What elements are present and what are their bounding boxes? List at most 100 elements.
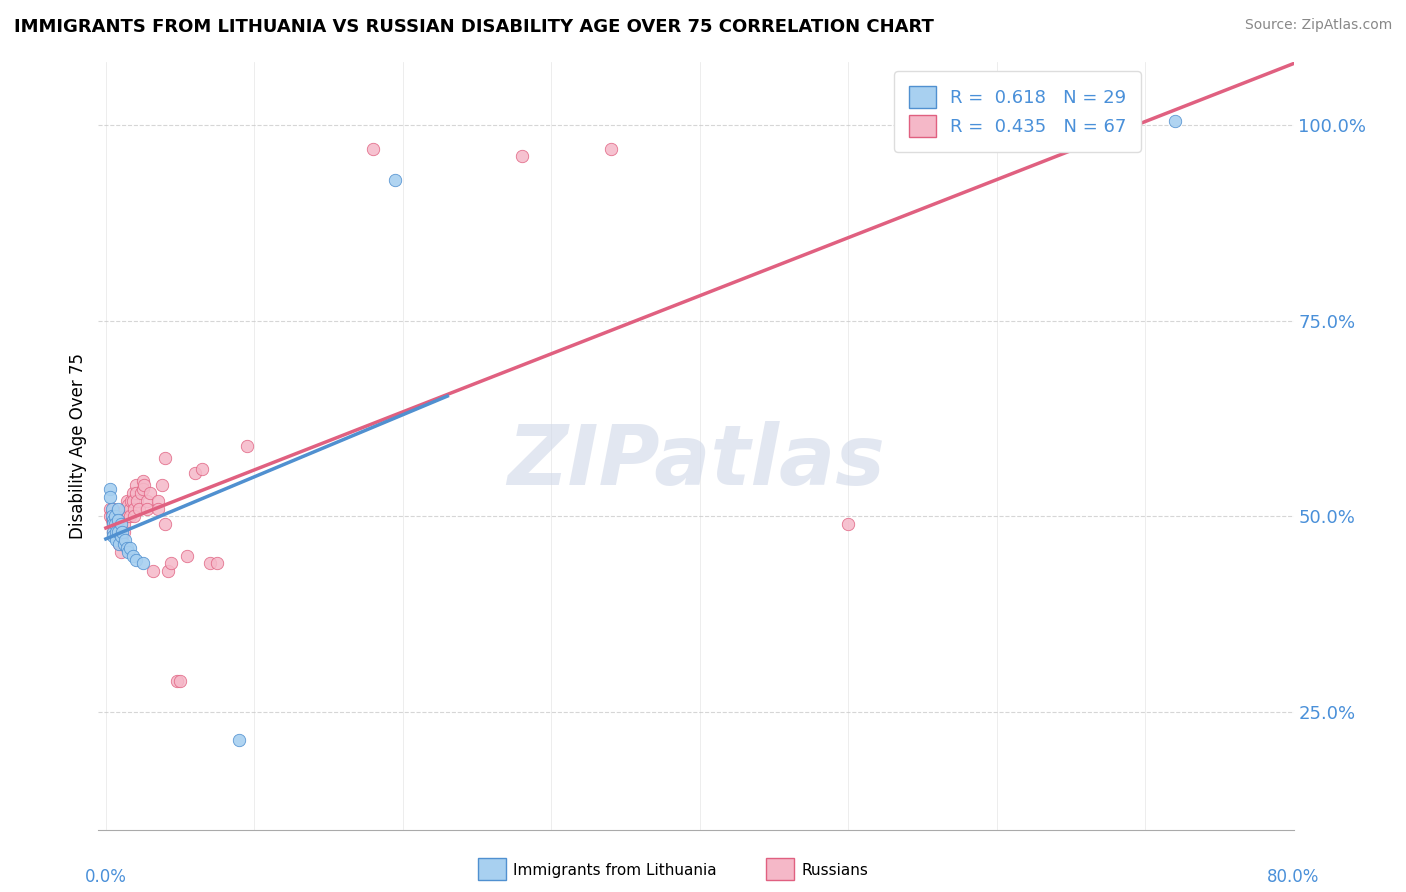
Point <box>110 529 132 543</box>
Point <box>112 525 135 540</box>
Point <box>111 537 134 551</box>
Point <box>132 557 155 571</box>
Point <box>111 529 134 543</box>
Point <box>136 493 159 508</box>
Point <box>103 529 125 543</box>
Point <box>110 521 132 535</box>
Point <box>124 486 146 500</box>
Point <box>104 517 127 532</box>
Point <box>103 501 125 516</box>
Point <box>132 482 155 496</box>
Point <box>115 541 138 555</box>
Point <box>155 450 177 465</box>
Point <box>136 501 159 516</box>
Point <box>107 525 129 540</box>
Point <box>101 506 124 520</box>
Point <box>98 501 121 516</box>
Point <box>510 149 533 163</box>
Point <box>146 501 169 516</box>
Point <box>150 478 173 492</box>
Text: Immigrants from Lithuania: Immigrants from Lithuania <box>513 863 717 878</box>
Point <box>837 517 859 532</box>
Y-axis label: Disability Age Over 75: Disability Age Over 75 <box>69 353 87 539</box>
Point <box>142 564 165 578</box>
Point <box>103 517 125 532</box>
Point <box>104 509 127 524</box>
Point <box>103 525 125 540</box>
Point <box>104 509 127 524</box>
Point <box>101 509 124 524</box>
Point <box>117 498 139 512</box>
Point <box>121 549 143 563</box>
Point <box>361 142 384 156</box>
Text: 0.0%: 0.0% <box>84 869 127 887</box>
Point <box>105 525 128 540</box>
Point <box>118 501 141 516</box>
Point <box>98 509 121 524</box>
Point <box>110 517 132 532</box>
Point <box>122 501 145 516</box>
Point <box>107 517 129 532</box>
Point <box>110 529 132 543</box>
Text: Source: ZipAtlas.com: Source: ZipAtlas.com <box>1244 18 1392 32</box>
Point <box>124 478 146 492</box>
Point <box>107 513 129 527</box>
Point <box>107 501 129 516</box>
Point <box>191 462 214 476</box>
Point <box>118 509 141 524</box>
Point <box>117 509 139 524</box>
Point <box>111 525 134 540</box>
Point <box>114 501 136 516</box>
Point <box>117 544 139 558</box>
Text: 80.0%: 80.0% <box>1267 869 1320 887</box>
Point <box>198 557 221 571</box>
Point <box>125 493 148 508</box>
Point <box>131 486 153 500</box>
Point <box>105 513 128 527</box>
Point <box>121 493 143 508</box>
Text: IMMIGRANTS FROM LITHUANIA VS RUSSIAN DISABILITY AGE OVER 75 CORRELATION CHART: IMMIGRANTS FROM LITHUANIA VS RUSSIAN DIS… <box>14 18 934 36</box>
Point <box>114 533 136 547</box>
Point <box>124 552 146 566</box>
Point <box>118 541 141 555</box>
Point <box>107 525 129 540</box>
Point <box>184 467 207 481</box>
Point <box>599 142 621 156</box>
Point <box>120 493 142 508</box>
Point <box>1164 114 1187 128</box>
Point <box>110 544 132 558</box>
Point <box>108 537 131 551</box>
Point <box>146 493 169 508</box>
Point <box>115 493 138 508</box>
Point <box>169 673 191 688</box>
Point <box>104 517 127 532</box>
Point <box>98 482 121 496</box>
Point <box>103 509 125 524</box>
Point <box>166 673 188 688</box>
Point <box>236 439 259 453</box>
Point <box>384 173 406 187</box>
Text: Russians: Russians <box>801 863 869 878</box>
Legend: R =  0.618   N = 29, R =  0.435   N = 67: R = 0.618 N = 29, R = 0.435 N = 67 <box>894 71 1142 152</box>
Point <box>157 564 180 578</box>
Point <box>108 529 131 543</box>
Point <box>112 517 135 532</box>
Point <box>103 513 125 527</box>
Point <box>160 557 183 571</box>
Point <box>112 537 135 551</box>
Point <box>101 513 124 527</box>
Point <box>176 549 198 563</box>
Point <box>101 501 124 516</box>
Point <box>110 537 132 551</box>
Point <box>228 732 250 747</box>
Point <box>205 557 228 571</box>
Point <box>155 517 177 532</box>
Point <box>103 517 125 532</box>
Point <box>128 501 150 516</box>
Point <box>139 486 162 500</box>
Point <box>105 506 128 520</box>
Point <box>98 490 121 504</box>
Point <box>105 533 128 547</box>
Point <box>108 537 131 551</box>
Point <box>114 509 136 524</box>
